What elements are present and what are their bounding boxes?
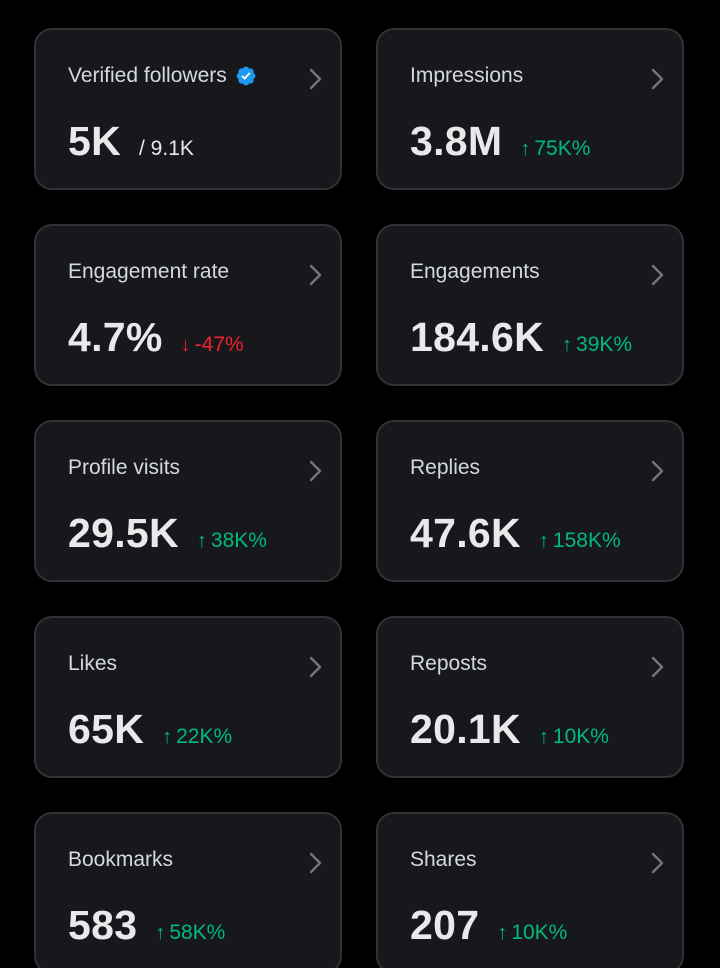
card-values: 20.1K ↑ 10K% xyxy=(410,706,609,753)
arrow-up-icon: ↑ xyxy=(497,922,508,944)
card-values: 4.7% ↓ -47% xyxy=(68,314,244,361)
arrow-up-icon: ↑ xyxy=(520,138,531,160)
chevron-right-icon xyxy=(309,264,322,286)
card-values: 47.6K ↑ 158K% xyxy=(410,510,621,557)
card-values: 207 ↑ 10K% xyxy=(410,902,567,949)
delta-value: 58K% xyxy=(169,921,226,944)
card-delta: ↑ 38K% xyxy=(197,529,267,553)
card-engagement-rate[interactable]: Engagement rate 4.7% ↓ -47% xyxy=(34,224,342,386)
card-delta: ↑ 75K% xyxy=(520,137,590,161)
chevron-right-icon xyxy=(651,460,664,482)
card-value: 5K xyxy=(68,118,122,164)
card-label: Bookmarks xyxy=(68,848,174,871)
arrow-down-icon: ↓ xyxy=(180,334,191,356)
card-bookmarks[interactable]: Bookmarks 583 ↑ 58K% xyxy=(34,812,342,968)
chevron-right-icon xyxy=(651,656,664,678)
arrow-up-icon: ↑ xyxy=(196,530,207,552)
card-value: 65K xyxy=(68,706,145,752)
card-label-wrap: Engagement rate xyxy=(68,260,229,284)
card-label: Reposts xyxy=(410,652,488,675)
card-label: Verified followers xyxy=(68,64,227,87)
delta-value: 38K% xyxy=(210,529,267,552)
card-delta: ↑ 158K% xyxy=(539,529,621,553)
card-label: Shares xyxy=(410,848,477,871)
card-secondary-value: / 9.1K xyxy=(139,137,194,160)
card-delta: ↑ 10K% xyxy=(497,921,567,945)
card-value: 29.5K xyxy=(68,510,179,556)
card-label: Replies xyxy=(410,456,481,479)
card-label-wrap: Shares xyxy=(410,848,477,872)
card-values: 29.5K ↑ 38K% xyxy=(68,510,267,557)
arrow-up-icon: ↑ xyxy=(162,726,173,748)
card-label: Profile visits xyxy=(68,456,181,479)
delta-value: 39K% xyxy=(576,333,633,356)
delta-value: 22K% xyxy=(176,725,233,748)
card-label-wrap: Replies xyxy=(410,456,480,480)
card-label-wrap: Bookmarks xyxy=(68,848,173,872)
card-verified-followers[interactable]: Verified followers 5K / 9.1K xyxy=(34,28,342,190)
card-engagements[interactable]: Engagements 184.6K ↑ 39K% xyxy=(376,224,684,386)
arrow-up-icon: ↑ xyxy=(538,726,549,748)
card-label-wrap: Reposts xyxy=(410,652,487,676)
card-values: 65K ↑ 22K% xyxy=(68,706,232,753)
delta-value: 10K% xyxy=(511,921,568,944)
card-value: 583 xyxy=(68,902,138,948)
card-likes[interactable]: Likes 65K ↑ 22K% xyxy=(34,616,342,778)
card-label: Impressions xyxy=(410,64,524,87)
chevron-right-icon xyxy=(651,68,664,90)
card-label: Engagement rate xyxy=(68,260,230,283)
card-label-wrap: Likes xyxy=(68,652,117,676)
card-label-wrap: Impressions xyxy=(410,64,523,88)
card-values: 184.6K ↑ 39K% xyxy=(410,314,632,361)
arrow-up-icon: ↑ xyxy=(562,334,573,356)
card-value: 184.6K xyxy=(410,314,545,360)
card-delta: ↑ 10K% xyxy=(539,725,609,749)
card-value: 4.7% xyxy=(68,314,163,360)
card-value: 207 xyxy=(410,902,480,948)
card-values: 5K / 9.1K xyxy=(68,118,194,165)
card-delta: ↑ 58K% xyxy=(155,921,225,945)
chevron-right-icon xyxy=(309,852,322,874)
card-label-wrap: Engagements xyxy=(410,260,540,284)
chevron-right-icon xyxy=(651,852,664,874)
card-reposts[interactable]: Reposts 20.1K ↑ 10K% xyxy=(376,616,684,778)
delta-value: 75K% xyxy=(534,137,591,160)
card-label: Likes xyxy=(68,652,118,675)
arrow-up-icon: ↑ xyxy=(155,922,166,944)
chevron-right-icon xyxy=(309,68,322,90)
card-delta: ↑ 39K% xyxy=(562,333,632,357)
card-replies[interactable]: Replies 47.6K ↑ 158K% xyxy=(376,420,684,582)
card-label-wrap: Verified followers xyxy=(68,64,257,88)
card-value: 3.8M xyxy=(410,118,503,164)
delta-value: 10K% xyxy=(552,725,609,748)
card-values: 583 ↑ 58K% xyxy=(68,902,225,949)
card-shares[interactable]: Shares 207 ↑ 10K% xyxy=(376,812,684,968)
card-value: 47.6K xyxy=(410,510,521,556)
card-delta: ↓ -47% xyxy=(181,333,244,357)
delta-value: 158K% xyxy=(552,529,621,552)
card-delta: ↑ 22K% xyxy=(162,725,232,749)
chevron-right-icon xyxy=(651,264,664,286)
delta-value: -47% xyxy=(194,333,244,356)
card-value: 20.1K xyxy=(410,706,521,752)
card-values: 3.8M ↑ 75K% xyxy=(410,118,590,165)
card-profile-visits[interactable]: Profile visits 29.5K ↑ 38K% xyxy=(34,420,342,582)
arrow-up-icon: ↑ xyxy=(538,530,549,552)
chevron-right-icon xyxy=(309,656,322,678)
verified-badge-icon xyxy=(236,66,256,86)
card-label: Engagements xyxy=(410,260,540,283)
card-label-wrap: Profile visits xyxy=(68,456,180,480)
card-impressions[interactable]: Impressions 3.8M ↑ 75K% xyxy=(376,28,684,190)
chevron-right-icon xyxy=(309,460,322,482)
